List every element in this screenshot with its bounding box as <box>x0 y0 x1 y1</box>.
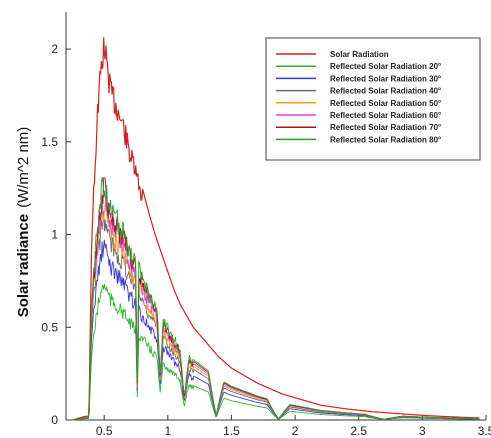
y-tick-label: 1 <box>51 228 58 242</box>
x-tick-label: 2.5 <box>350 424 367 438</box>
legend-label: Reflected Solar Radiation 70° <box>330 123 441 132</box>
x-tick-label: 3.5 <box>478 424 491 438</box>
series-line <box>72 37 480 421</box>
legend-label: Solar Radiation <box>330 50 389 59</box>
series-line <box>72 284 480 421</box>
x-tick-label: 3 <box>419 424 426 438</box>
legend-label: Reflected Solar Radiation 20° <box>330 62 441 71</box>
series-line <box>72 176 480 421</box>
x-tick-label: 0.5 <box>96 424 113 438</box>
series-line <box>72 177 480 421</box>
series-line <box>72 190 480 421</box>
legend-label: Reflected Solar Radiation 60° <box>330 111 441 120</box>
y-axis-label: Solar radiance (W/m^2 nm) <box>15 127 32 318</box>
series-line <box>72 204 480 421</box>
y-tick-label: 0.5 <box>41 320 58 334</box>
legend-label: Reflected Solar Radiation 50° <box>330 99 441 108</box>
legend-label: Reflected Solar Radiation 30° <box>330 74 441 83</box>
x-tick-label: 1.5 <box>223 424 240 438</box>
legend: Solar Radiation Reflected Solar Radiation… <box>265 37 481 161</box>
series-line <box>72 210 480 421</box>
axis-ticks: 0.5 1 1.5 2 2.5 3 3.5 0 0.5 1 1.5 2 <box>41 42 491 438</box>
y-axis-label-main: Solar radiance <box>15 214 32 317</box>
legend-label: Reflected Solar Radiation 80° <box>330 135 441 144</box>
y-tick-label: 2 <box>51 42 58 56</box>
y-tick-label: 1.5 <box>41 135 58 149</box>
x-tick-label: 1 <box>164 424 171 438</box>
series-layer <box>72 37 480 421</box>
legend-label: Reflected Solar Radiation 40° <box>330 87 441 96</box>
y-tick-label: 0 <box>51 413 58 427</box>
y-axis-label-unit: (W/m^2 nm) <box>15 127 32 208</box>
x-tick-label: 2 <box>292 424 299 438</box>
